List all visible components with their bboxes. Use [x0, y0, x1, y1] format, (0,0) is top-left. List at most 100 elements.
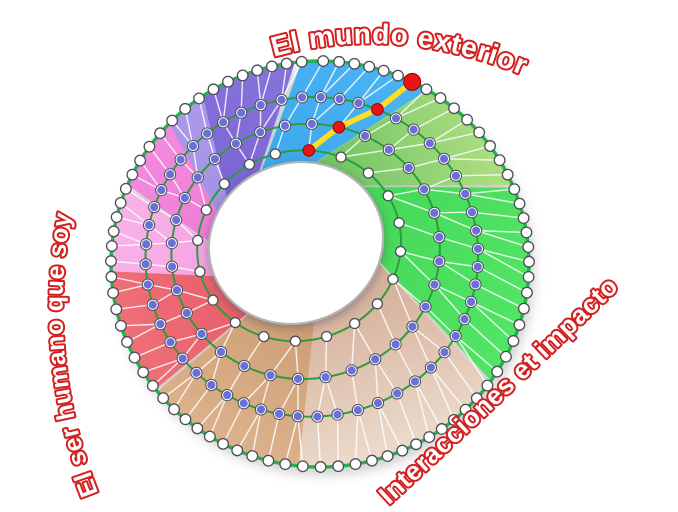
ring-0-node[interactable]	[200, 204, 212, 216]
ring-2-node[interactable]	[353, 406, 362, 415]
ring-2-node[interactable]	[237, 108, 246, 117]
ring-3-node[interactable]	[126, 168, 139, 181]
ring-3-node[interactable]	[423, 431, 436, 444]
ring-1-node[interactable]	[172, 286, 182, 295]
ring-3-node[interactable]	[513, 197, 526, 210]
ring-3-node[interactable]	[381, 450, 394, 463]
ring-3-node[interactable]	[168, 403, 181, 416]
ring-2-node[interactable]	[451, 171, 460, 180]
ring-3-node[interactable]	[349, 458, 362, 471]
ring-3-node[interactable]	[265, 60, 278, 73]
ring-3-node[interactable]	[493, 154, 506, 167]
ring-2-node[interactable]	[142, 240, 151, 249]
ring-3-node[interactable]	[517, 212, 530, 225]
ring-3-node[interactable]	[166, 114, 179, 127]
ring-2-node[interactable]	[176, 155, 185, 164]
ring-1-node[interactable]	[347, 366, 356, 375]
ring-2-node[interactable]	[333, 410, 342, 419]
ring-3-node[interactable]	[179, 102, 192, 115]
ring-3-node[interactable]	[392, 69, 404, 82]
ring-2-node[interactable]	[293, 412, 302, 421]
ring-1-node[interactable]	[404, 163, 413, 173]
ring-1-node[interactable]	[280, 121, 290, 130]
ring-1-node[interactable]	[360, 131, 370, 141]
ring-1-node[interactable]	[193, 173, 202, 182]
ring-3-node[interactable]	[193, 92, 206, 105]
ring-3-node[interactable]	[517, 302, 530, 315]
ring-3-node[interactable]	[507, 335, 520, 347]
ring-1-node[interactable]	[307, 119, 316, 128]
ring-2-node[interactable]	[426, 363, 435, 372]
ring-1-node[interactable]	[293, 374, 303, 383]
ring-2-node[interactable]	[373, 398, 383, 408]
selected-node[interactable]	[403, 72, 422, 91]
ring-0-node[interactable]	[229, 316, 241, 329]
ring-3-node[interactable]	[523, 255, 535, 268]
ring-3-node[interactable]	[207, 83, 220, 96]
ring-0-node[interactable]	[348, 317, 361, 330]
ring-3-node[interactable]	[333, 55, 346, 68]
ring-3-node[interactable]	[363, 60, 376, 73]
ring-1-node[interactable]	[182, 308, 191, 318]
ring-3-node[interactable]	[231, 444, 244, 457]
ring-3-node[interactable]	[179, 413, 192, 426]
ring-3-node[interactable]	[121, 336, 133, 348]
ring-2-node[interactable]	[141, 260, 150, 269]
ring-2-node[interactable]	[391, 114, 401, 123]
ring-1-node[interactable]	[321, 373, 330, 382]
ring-3-node[interactable]	[377, 64, 390, 77]
ring-3-node[interactable]	[513, 318, 526, 331]
ring-2-node[interactable]	[409, 125, 418, 134]
ring-3-node[interactable]	[114, 319, 127, 332]
ring-2-node[interactable]	[410, 377, 420, 386]
ring-2-node[interactable]	[466, 297, 476, 306]
ring-3-node[interactable]	[279, 458, 292, 471]
selected-node[interactable]	[371, 103, 384, 116]
ring-2-node[interactable]	[239, 399, 248, 408]
ring-2-node[interactable]	[256, 405, 266, 414]
ring-3-node[interactable]	[114, 196, 127, 209]
ring-2-node[interactable]	[188, 141, 198, 151]
ring-0-node[interactable]	[387, 273, 399, 285]
ring-2-node[interactable]	[451, 331, 460, 341]
ring-1-node[interactable]	[371, 355, 380, 364]
ring-3-node[interactable]	[143, 140, 156, 153]
ring-3-node[interactable]	[107, 286, 120, 299]
ring-3-node[interactable]	[332, 460, 345, 473]
ring-3-node[interactable]	[348, 57, 361, 70]
ring-0-node[interactable]	[371, 298, 383, 310]
ring-1-node[interactable]	[240, 361, 249, 371]
ring-1-node[interactable]	[266, 371, 275, 380]
ring-2-node[interactable]	[425, 139, 434, 148]
ring-1-node[interactable]	[167, 238, 176, 248]
ring-2-node[interactable]	[148, 300, 157, 309]
ring-3-node[interactable]	[222, 75, 234, 88]
ring-2-node[interactable]	[316, 93, 325, 102]
ring-2-node[interactable]	[166, 338, 175, 347]
ring-0-node[interactable]	[258, 330, 270, 343]
ring-0-node[interactable]	[394, 245, 407, 258]
ring-2-node[interactable]	[156, 320, 165, 329]
ring-3-node[interactable]	[110, 303, 123, 316]
ring-3-node[interactable]	[501, 168, 514, 181]
ring-3-node[interactable]	[410, 438, 423, 451]
ring-3-node[interactable]	[317, 55, 330, 67]
ring-1-node[interactable]	[167, 262, 177, 271]
ring-3-node[interactable]	[520, 226, 533, 239]
ring-3-node[interactable]	[481, 379, 494, 392]
ring-3-node[interactable]	[508, 183, 521, 196]
ring-3-node[interactable]	[314, 461, 327, 473]
ring-1-node[interactable]	[172, 215, 181, 225]
ring-3-node[interactable]	[110, 211, 123, 224]
ring-3-node[interactable]	[105, 255, 117, 268]
ring-2-node[interactable]	[143, 280, 152, 289]
ring-3-node[interactable]	[107, 225, 120, 238]
ring-2-node[interactable]	[354, 98, 363, 108]
ring-0-node[interactable]	[382, 190, 394, 202]
selected-node[interactable]	[332, 120, 346, 134]
ring-1-node[interactable]	[408, 322, 417, 331]
ring-1-node[interactable]	[216, 347, 226, 357]
ring-3-node[interactable]	[520, 286, 533, 299]
ring-0-node[interactable]	[243, 158, 256, 171]
ring-2-node[interactable]	[166, 170, 175, 179]
